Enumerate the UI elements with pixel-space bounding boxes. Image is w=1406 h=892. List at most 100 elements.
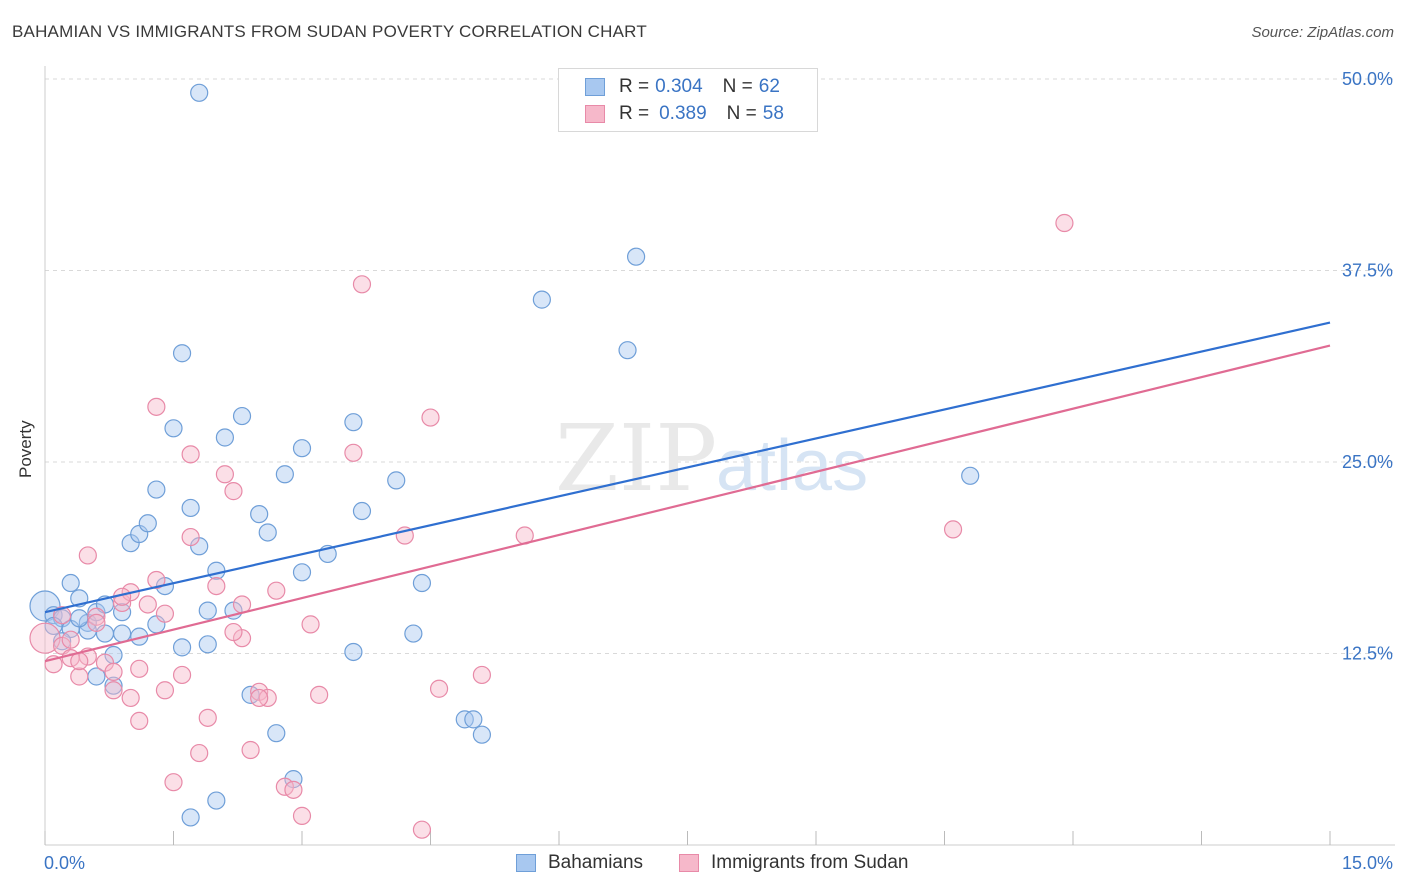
point-bahamians (344, 642, 363, 662)
point-bahamians (404, 624, 423, 643)
bottom-legend-swatch-pink (679, 854, 699, 872)
point-bahamians (181, 808, 200, 827)
point-sudan (412, 820, 432, 839)
point-sudan (155, 604, 175, 623)
point-bahamians (258, 523, 277, 542)
watermark: ZIP atlas (555, 405, 868, 512)
legend-n-value: 58 (762, 103, 784, 124)
legend-swatch-blue (585, 78, 605, 96)
legend-n-value: 62 (758, 76, 780, 97)
point-bahamians (112, 624, 132, 643)
point-bahamians (190, 83, 209, 102)
point-bahamians (70, 609, 89, 628)
point-bahamians (352, 501, 372, 521)
bottom-legend-sudan[interactable]: Immigrants from Sudan (679, 852, 908, 874)
point-sudan (215, 465, 234, 484)
point-bahamians (112, 603, 132, 622)
legend-swatch-pink (585, 105, 605, 123)
point-sudan (198, 708, 217, 727)
point-bahamians (387, 471, 406, 490)
bottom-legend-swatch-blue (516, 854, 536, 872)
point-bahamians (472, 725, 491, 744)
y-tick-label: 25.0% (1342, 452, 1393, 472)
point-sudan (104, 662, 123, 681)
point-bahamians (626, 247, 646, 266)
chart-source: Source: ZipAtlas.com (1251, 24, 1394, 41)
tick-label-layer: 12.5% 25.0% 37.5% 50.0% 0.0% 15.0% (44, 69, 1393, 873)
x-tick-label: 15.0% (1342, 853, 1393, 873)
point-bahamians (147, 480, 166, 499)
point-bahamians (172, 344, 192, 363)
point-bahamians (292, 439, 312, 458)
bottom-legend-label: Bahamians (548, 852, 644, 873)
point-sudan (181, 445, 200, 464)
point-bahamians (267, 724, 286, 743)
trend-line-bahamians (44, 321, 1331, 614)
y-tick-label: 12.5% (1342, 644, 1393, 664)
points-layer (29, 83, 1074, 839)
point-bahamians (138, 514, 157, 533)
point-sudan (147, 570, 166, 590)
point-sudan (284, 780, 303, 799)
point-sudan (250, 688, 269, 708)
point-bahamians (198, 635, 217, 654)
legend: R = 0.304 N = 62 R = 0.389 N = 58 (558, 68, 818, 132)
point-sudan (87, 613, 106, 632)
point-sudan (138, 595, 157, 614)
point-sudan (61, 630, 80, 649)
point-bahamians (164, 419, 183, 438)
chart-title: BAHAMIAN VS IMMIGRANTS FROM SUDAN POVERT… (12, 22, 647, 41)
point-bahamians (207, 561, 226, 580)
point-sudan (292, 806, 312, 825)
point-bahamians (29, 590, 61, 622)
point-sudan (130, 659, 149, 678)
point-sudan (310, 685, 329, 704)
x-tick-label: 0.0% (44, 853, 85, 873)
watermark-zip: ZIP (555, 405, 717, 512)
trend-layer (44, 321, 1331, 663)
legend-r-value: 0.389 (659, 103, 707, 124)
y-axis-title: Poverty (16, 420, 35, 478)
legend-n-label: N = (726, 103, 757, 124)
point-sudan (147, 397, 166, 416)
point-sudan (190, 743, 209, 763)
point-bahamians (275, 465, 294, 484)
point-bahamians (232, 406, 252, 426)
point-bahamians (292, 563, 312, 582)
point-sudan (224, 482, 243, 501)
point-sudan (241, 740, 260, 760)
point-sudan (121, 688, 140, 708)
point-bahamians (961, 466, 980, 485)
legend-row-bahamians: R = 0.304 N = 62 (585, 75, 780, 99)
point-sudan (130, 711, 149, 731)
point-sudan (301, 615, 320, 634)
point-bahamians (104, 676, 123, 695)
point-sudan (155, 681, 175, 700)
point-sudan (352, 275, 372, 294)
point-bahamians (250, 504, 269, 524)
legend-row-sudan: R = 0.389 N = 58 (585, 102, 784, 126)
y-tick-label: 50.0% (1342, 69, 1393, 89)
y-tick-label: 37.5% (1342, 261, 1393, 281)
point-sudan (181, 527, 200, 547)
point-sudan (344, 443, 363, 462)
point-bahamians (172, 638, 192, 657)
legend-r-value: 0.304 (655, 76, 703, 97)
point-bahamians (412, 573, 432, 593)
point-bahamians (464, 710, 483, 729)
point-bahamians (618, 341, 637, 360)
point-sudan (1055, 213, 1074, 233)
point-bahamians (207, 791, 226, 810)
point-bahamians (215, 428, 234, 447)
point-sudan (53, 606, 72, 625)
point-bahamians (61, 573, 80, 593)
axes-layer (44, 66, 1395, 846)
legend-n-label: N = (722, 76, 753, 97)
point-sudan (164, 773, 183, 792)
point-sudan (267, 581, 286, 600)
point-bahamians (198, 601, 217, 620)
point-sudan (104, 681, 123, 700)
bottom-legend: Bahamians Immigrants from Sudan (0, 852, 1406, 878)
bottom-legend-bahamians[interactable]: Bahamians (516, 852, 643, 874)
